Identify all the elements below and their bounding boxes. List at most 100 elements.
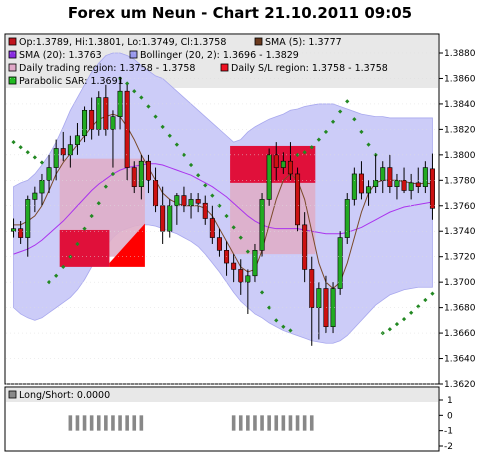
- psar-dot: [153, 114, 158, 119]
- legend: Op:1.3789, Hi:1.3801, Lo:1.3749, Cl:1.37…: [8, 37, 388, 87]
- y-tick-label: 1.3720: [444, 253, 476, 263]
- psar-dot: [409, 310, 414, 315]
- psar-dot: [430, 291, 435, 296]
- candle: [273, 142, 279, 181]
- candle: [337, 231, 343, 295]
- psar-dot: [387, 327, 392, 332]
- candle-body: [273, 154, 279, 168]
- candle-body: [103, 97, 109, 130]
- legend-label: Daily S/L region: 1.3758 - 1.3758: [231, 63, 388, 74]
- bollinger-box-icon: [129, 50, 138, 59]
- candle: [39, 173, 45, 206]
- sub-y-axis: -2 -1 0 1: [439, 396, 453, 452]
- candle-box-icon: [8, 37, 17, 46]
- y-tick-label: 1.3860: [444, 74, 476, 84]
- candle: [302, 212, 308, 283]
- candle: [387, 154, 393, 194]
- candle: [351, 167, 357, 206]
- candle-body: [60, 148, 66, 156]
- candle: [131, 161, 137, 194]
- candle-body: [174, 195, 180, 207]
- candle-body: [380, 167, 386, 181]
- y-tick-label: 1.3680: [444, 304, 476, 314]
- sub-y-tick-label: 0: [447, 411, 453, 421]
- psar-dot: [32, 155, 37, 160]
- candle: [74, 123, 80, 155]
- psar-dot: [75, 241, 80, 247]
- psar-dot: [323, 129, 329, 135]
- candle: [295, 167, 301, 232]
- psar-dot: [316, 137, 321, 142]
- candle: [188, 193, 194, 219]
- candle-body: [74, 135, 80, 145]
- candle: [280, 152, 286, 174]
- long-short-bar: [231, 415, 236, 431]
- candle-body: [238, 269, 244, 283]
- y-axis: 1.3620 1.3640 1.3660 1.3680 1.3700 1.3720 1.37…: [6, 49, 476, 390]
- y-tick-label: 1.3800: [444, 151, 476, 161]
- sma20-box-icon: [8, 50, 17, 59]
- sma5-line: [13, 113, 433, 290]
- candle: [181, 186, 187, 213]
- candle: [60, 131, 66, 162]
- candle-body: [415, 182, 421, 187]
- candle: [46, 154, 52, 194]
- candle-body: [344, 199, 350, 238]
- candle-body: [245, 275, 251, 283]
- y-tick-label: 1.3760: [444, 202, 476, 212]
- psar-dot: [110, 171, 116, 177]
- candle-body: [18, 228, 24, 238]
- candle-body: [160, 205, 166, 232]
- psar-dot: [181, 152, 187, 157]
- sub-y-tick-label: 1: [447, 396, 453, 406]
- candle-body: [202, 202, 208, 219]
- y-tick-label: 1.3820: [444, 125, 476, 135]
- long-short-bar: [309, 415, 314, 431]
- candle-body: [337, 237, 343, 289]
- candle: [103, 84, 109, 136]
- psar-dot: [174, 142, 179, 147]
- legend-label: SMA (5): 1.3777: [265, 37, 342, 48]
- psar-dot: [11, 139, 16, 145]
- candle-body: [366, 186, 372, 194]
- long-short-bar: [281, 415, 286, 431]
- psar-dot: [96, 201, 101, 206]
- candle: [174, 193, 180, 225]
- candle-body: [408, 182, 414, 191]
- candle: [309, 256, 315, 346]
- candle-body: [252, 250, 258, 277]
- y-tick-label: 1.3740: [444, 227, 476, 237]
- candle: [266, 148, 272, 206]
- candle: [124, 84, 130, 181]
- long-short-bar: [246, 415, 250, 431]
- candle-body: [216, 237, 222, 251]
- candle: [358, 161, 364, 200]
- psar-dot: [231, 225, 236, 230]
- candle: [373, 154, 379, 194]
- psar-dot: [146, 104, 151, 109]
- legend-label: Parabolic SAR: 1.3691: [19, 76, 124, 87]
- y-tick-label: 1.3780: [444, 176, 476, 186]
- candle: [82, 106, 88, 143]
- long-short-box-icon: [8, 390, 17, 399]
- candle: [394, 173, 400, 200]
- legend-label: Daily trading region: 1.3758 - 1.3758: [19, 63, 195, 74]
- y-tick-label: 1.3620: [444, 380, 476, 390]
- candle-body: [280, 160, 286, 168]
- candle: [209, 205, 215, 244]
- candle-body: [46, 167, 52, 181]
- candle-body: [131, 167, 137, 187]
- candle: [110, 110, 116, 168]
- candle-body: [82, 109, 88, 137]
- candle: [216, 228, 222, 257]
- long-short-bar: [68, 415, 73, 431]
- candle: [259, 193, 265, 257]
- candle-body: [181, 195, 187, 207]
- candle: [145, 154, 151, 194]
- candle: [11, 218, 17, 238]
- long-short-bar: [75, 415, 80, 431]
- candle: [32, 186, 38, 213]
- psar-dot: [203, 183, 208, 188]
- psar-dot: [224, 213, 229, 219]
- long-short-bar: [302, 415, 307, 431]
